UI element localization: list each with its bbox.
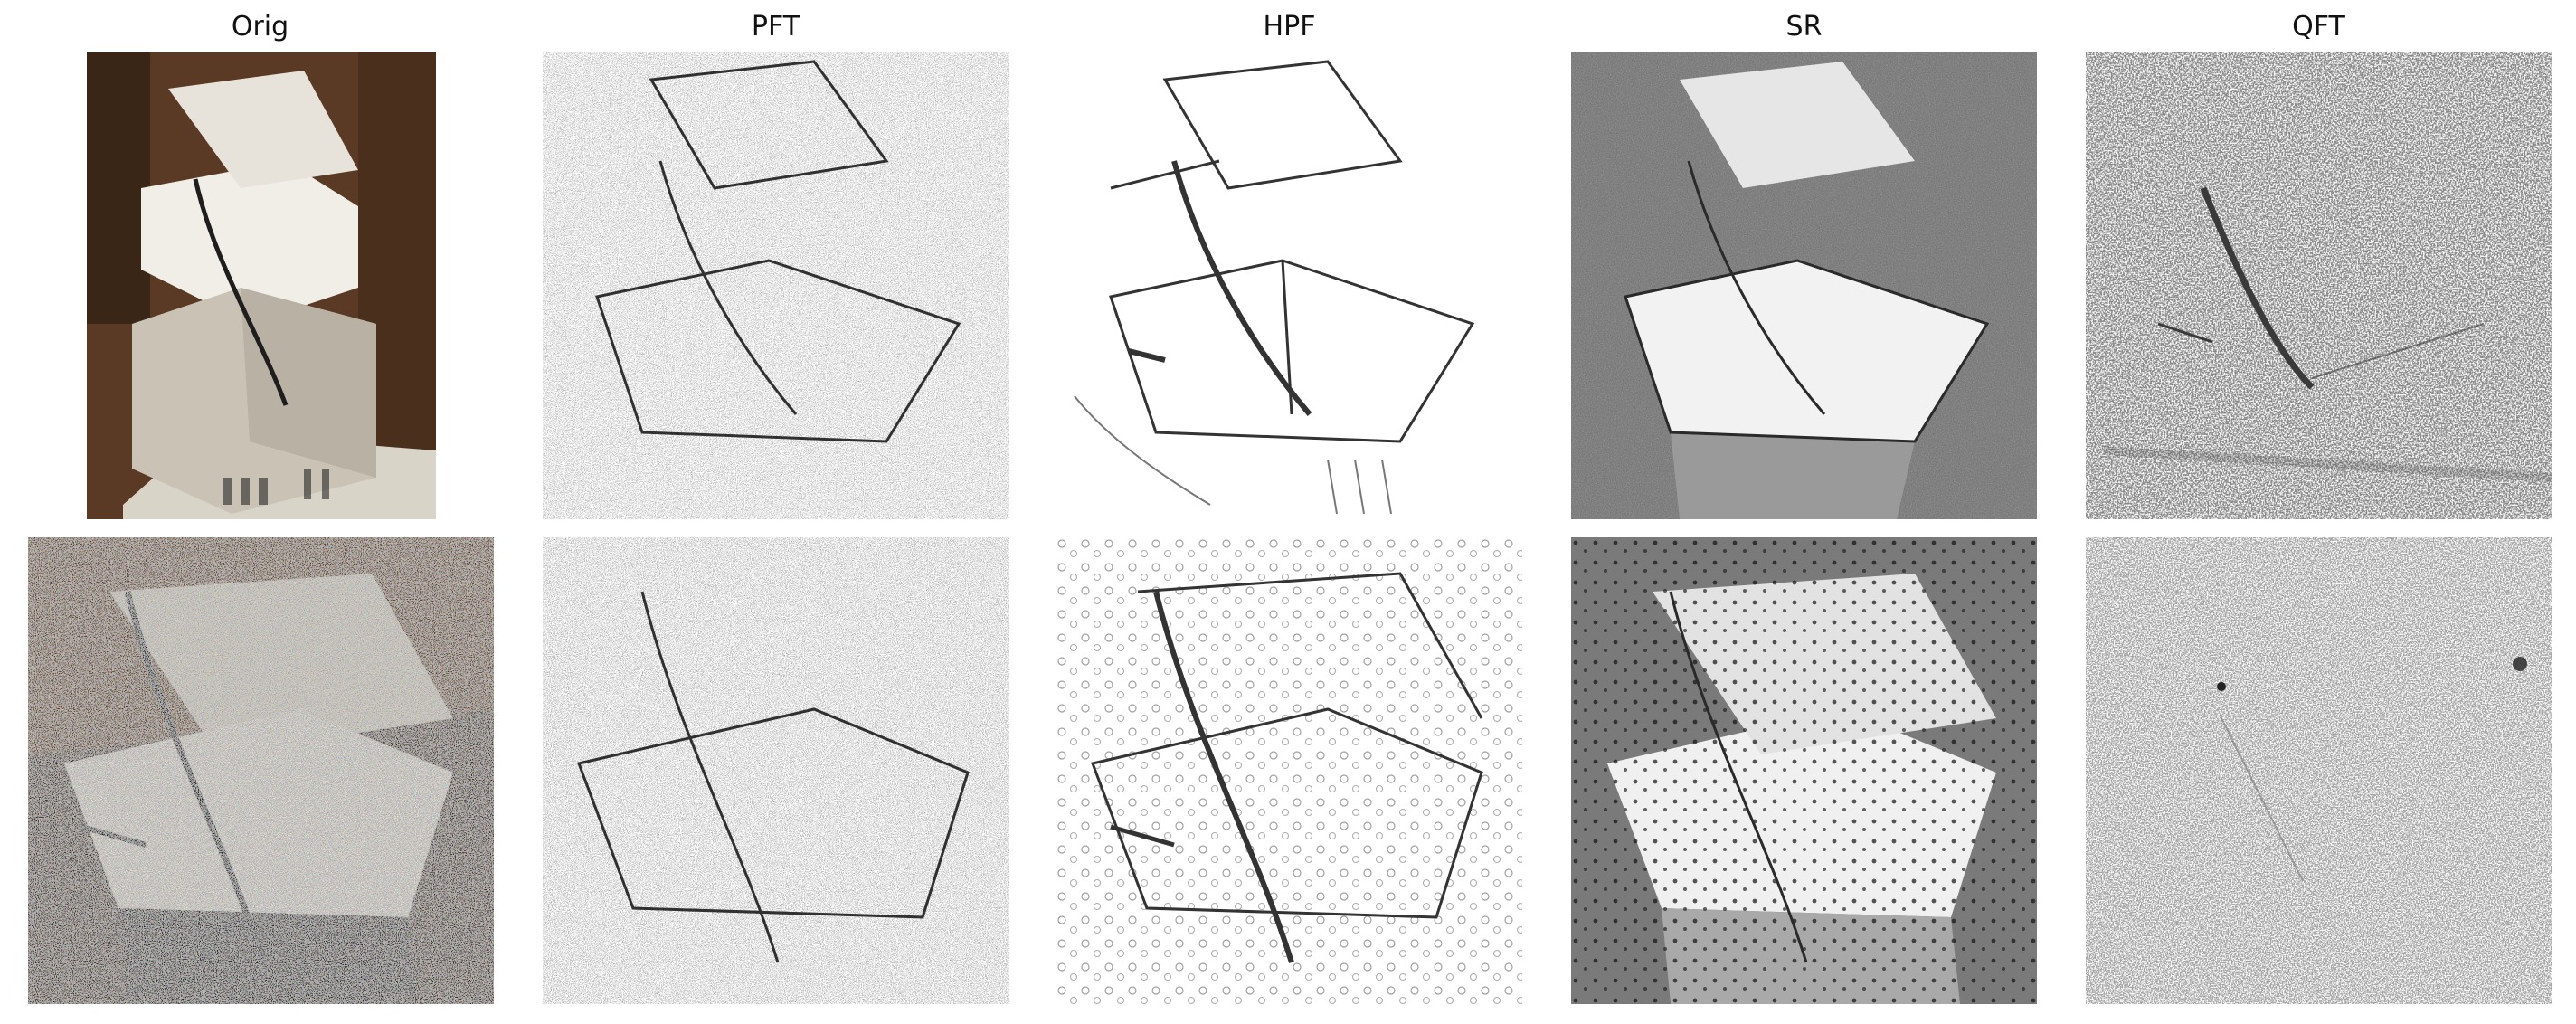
- qft-saliency-clean: [2086, 52, 2552, 519]
- sr-saliency-noisy: [1571, 537, 2037, 1004]
- column-title-qft: QFT: [2292, 11, 2345, 43]
- qft-saliency-noisy: [2086, 537, 2552, 1004]
- hpf-saliency-clean: [1056, 52, 1522, 519]
- orig-image-noisy: [28, 537, 494, 1004]
- sr-saliency-clean: [1571, 52, 2037, 519]
- column-title-orig: Orig: [231, 11, 289, 43]
- column-title-sr: SR: [1785, 11, 1823, 43]
- pft-saliency-noisy: [543, 537, 1009, 1004]
- column-title-hpf: HPF: [1263, 11, 1316, 43]
- column-title-pft: PFT: [751, 11, 800, 43]
- hpf-saliency-noisy: [1056, 537, 1522, 1004]
- pft-saliency-clean: [543, 52, 1009, 519]
- orig-image-clean: [87, 52, 436, 519]
